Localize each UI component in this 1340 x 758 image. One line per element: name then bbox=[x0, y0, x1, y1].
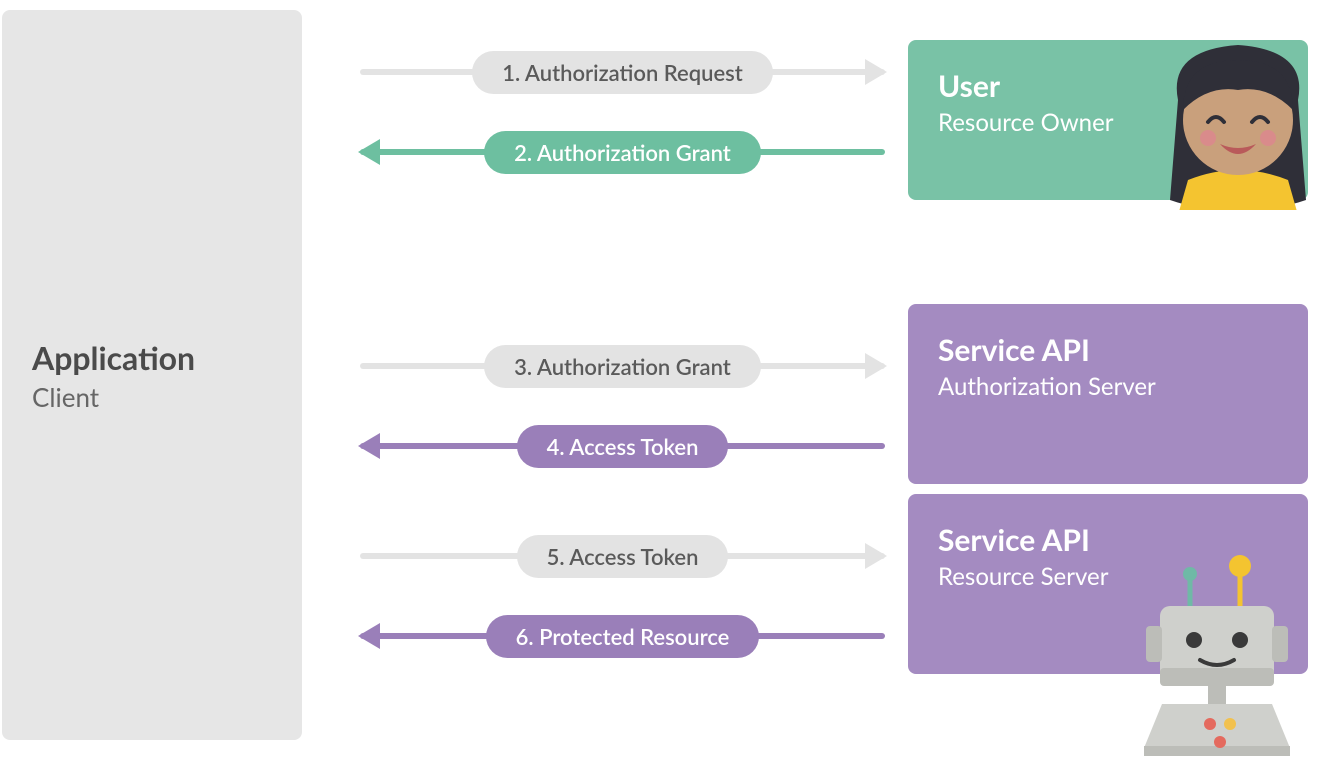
auth-server-subtitle: Authorization Server bbox=[938, 372, 1278, 401]
flow-f4: 4. Access Token bbox=[360, 424, 885, 468]
user-avatar-icon bbox=[1148, 30, 1328, 210]
flow-f5: 5. Access Token bbox=[360, 534, 885, 578]
flow-label: 6. Protected Resource bbox=[486, 615, 760, 658]
auth-server-title: Service API bbox=[938, 332, 1278, 368]
arrow-head-icon bbox=[865, 59, 887, 85]
application-box: Application Client bbox=[2, 10, 302, 740]
flow-f6: 6. Protected Resource bbox=[360, 614, 885, 658]
flow-label: 2. Authorization Grant bbox=[484, 131, 761, 174]
flow-f3: 3. Authorization Grant bbox=[360, 344, 885, 388]
flow-label: 4. Access Token bbox=[517, 425, 729, 468]
flow-f2: 2. Authorization Grant bbox=[360, 130, 885, 174]
arrow-head-icon bbox=[358, 139, 380, 165]
flow-label: 1. Authorization Request bbox=[472, 51, 773, 94]
arrow-head-icon bbox=[865, 543, 887, 569]
arrow-head-icon bbox=[865, 353, 887, 379]
application-subtitle: Client bbox=[32, 381, 272, 413]
flow-label: 3. Authorization Grant bbox=[484, 345, 761, 388]
flow-f1: 1. Authorization Request bbox=[360, 50, 885, 94]
flow-label: 5. Access Token bbox=[517, 535, 729, 578]
arrow-head-icon bbox=[358, 623, 380, 649]
arrow-head-icon bbox=[358, 433, 380, 459]
application-title: Application bbox=[32, 338, 272, 377]
robot-icon bbox=[1112, 548, 1322, 758]
auth-server-box: Service API Authorization Server bbox=[908, 304, 1308, 484]
